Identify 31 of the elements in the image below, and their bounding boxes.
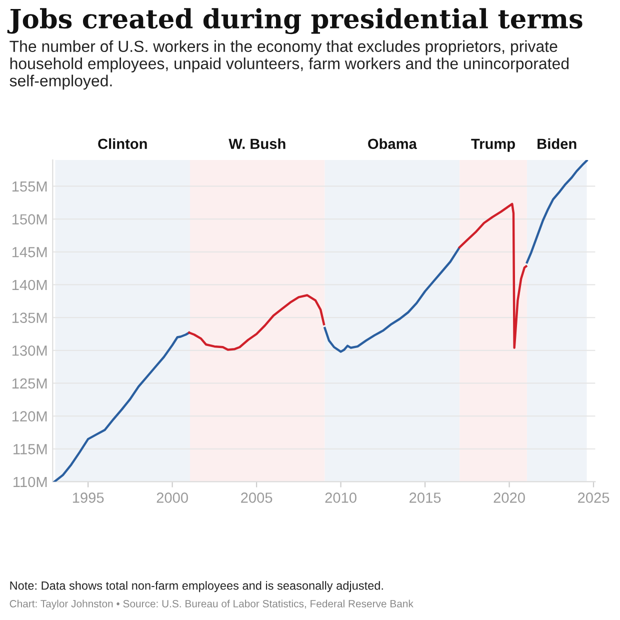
- y-tick-label: 125M: [12, 378, 47, 389]
- x-tick-label: 2000: [156, 492, 188, 503]
- x-tick-label: 2015: [410, 492, 441, 503]
- line-series: [188, 294, 326, 351]
- text: Note: Data shows total non-farm employees and is seasonally adjusted.: [10, 581, 383, 592]
- x-tick-label: 2020: [494, 492, 525, 503]
- y-tick-label: 115M: [14, 444, 47, 454]
- text: Chart: Taylor Johnston • Source: U.S. Bureau of Labor Statistics, Federal Reserve Bank: [10, 600, 414, 610]
- y-tick-label: 155M: [12, 181, 47, 192]
- line-series: [526, 160, 588, 264]
- x-tick-label: 1995: [72, 492, 104, 503]
- y-tick-label: 130M: [12, 346, 47, 356]
- y-tick-label: 150M: [12, 214, 47, 224]
- line-series: [324, 248, 460, 353]
- y-tick-label: 145M: [12, 247, 47, 258]
- x-tick-label: 2025: [578, 492, 610, 503]
- y-tick-label: 140M: [12, 280, 47, 290]
- band-label: W. Bush: [228, 138, 286, 150]
- y-tick-label: 110M: [14, 476, 47, 488]
- band-label: Biden: [538, 138, 576, 150]
- y-tick-label: 135M: [12, 312, 47, 323]
- chart-subtitle: The number of U.S. workers in the economy that excludes proprietors, private household employees, unpaid volunteers, farm workers and the unincorporated self-employed.: [10, 40, 569, 90]
- y-tick-label: 120M: [12, 411, 47, 422]
- line-series: [458, 202, 528, 349]
- line-series: [53, 332, 190, 482]
- x-tick-label: 2010: [325, 492, 356, 503]
- chart-title: Jobs created during presidential terms: [7, 8, 582, 34]
- x-tick-label: 2005: [241, 492, 272, 503]
- band-label: Clinton: [98, 138, 147, 150]
- band-label: Trump: [471, 138, 515, 152]
- band-label: Obama: [368, 138, 417, 150]
